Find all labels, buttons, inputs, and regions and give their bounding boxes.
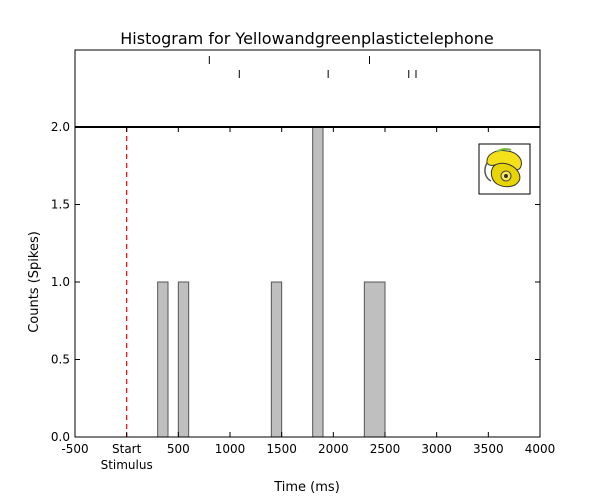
x-tick-sublabel: Stimulus	[101, 458, 153, 472]
y-tick-label: 2.0	[51, 120, 70, 134]
x-tick-label: 3000	[421, 442, 452, 456]
histogram-bar	[312, 126, 324, 438]
x-tick-label: 3500	[473, 442, 504, 456]
x-axis-ticks: -500 Start Stimulus 500 1000 1500 2000 2500 3000…	[61, 127, 555, 472]
y-tick-label: 1.5	[51, 198, 70, 212]
x-tick-label: 1500	[266, 442, 297, 456]
x-axis-label: Time (ms)	[273, 480, 340, 495]
x-tick-label: 4000	[525, 442, 556, 456]
stimulus-thumbnail	[478, 143, 531, 195]
yellow-green-plastic-telephone-icon	[484, 147, 522, 188]
histogram-bar	[363, 281, 386, 438]
x-tick-label: 2000	[318, 442, 349, 456]
chart-title: Histogram for Yellowandgreenplastictelep…	[120, 29, 493, 48]
x-tick-label: -500	[61, 442, 88, 456]
plot-frame	[74, 126, 541, 438]
histogram-bar	[177, 281, 190, 438]
y-axis-label: Counts (Spikes)	[27, 231, 42, 333]
x-tick-label: 500	[167, 442, 190, 456]
histogram-bars	[157, 126, 386, 438]
x-tick-label: Start	[112, 442, 142, 456]
y-tick-label: 1.0	[51, 275, 70, 289]
y-tick-label: 0.0	[51, 430, 70, 444]
x-tick-label: 2500	[370, 442, 401, 456]
histogram-bar	[157, 281, 169, 438]
raster-panel	[74, 49, 541, 128]
y-tick-label: 0.5	[51, 353, 70, 367]
raster-marks	[208, 56, 417, 78]
histogram-bar	[270, 281, 283, 438]
x-tick-label: 1000	[215, 442, 246, 456]
y-axis-ticks: 0.0 0.5 1.0 1.5 2.0	[51, 120, 540, 444]
